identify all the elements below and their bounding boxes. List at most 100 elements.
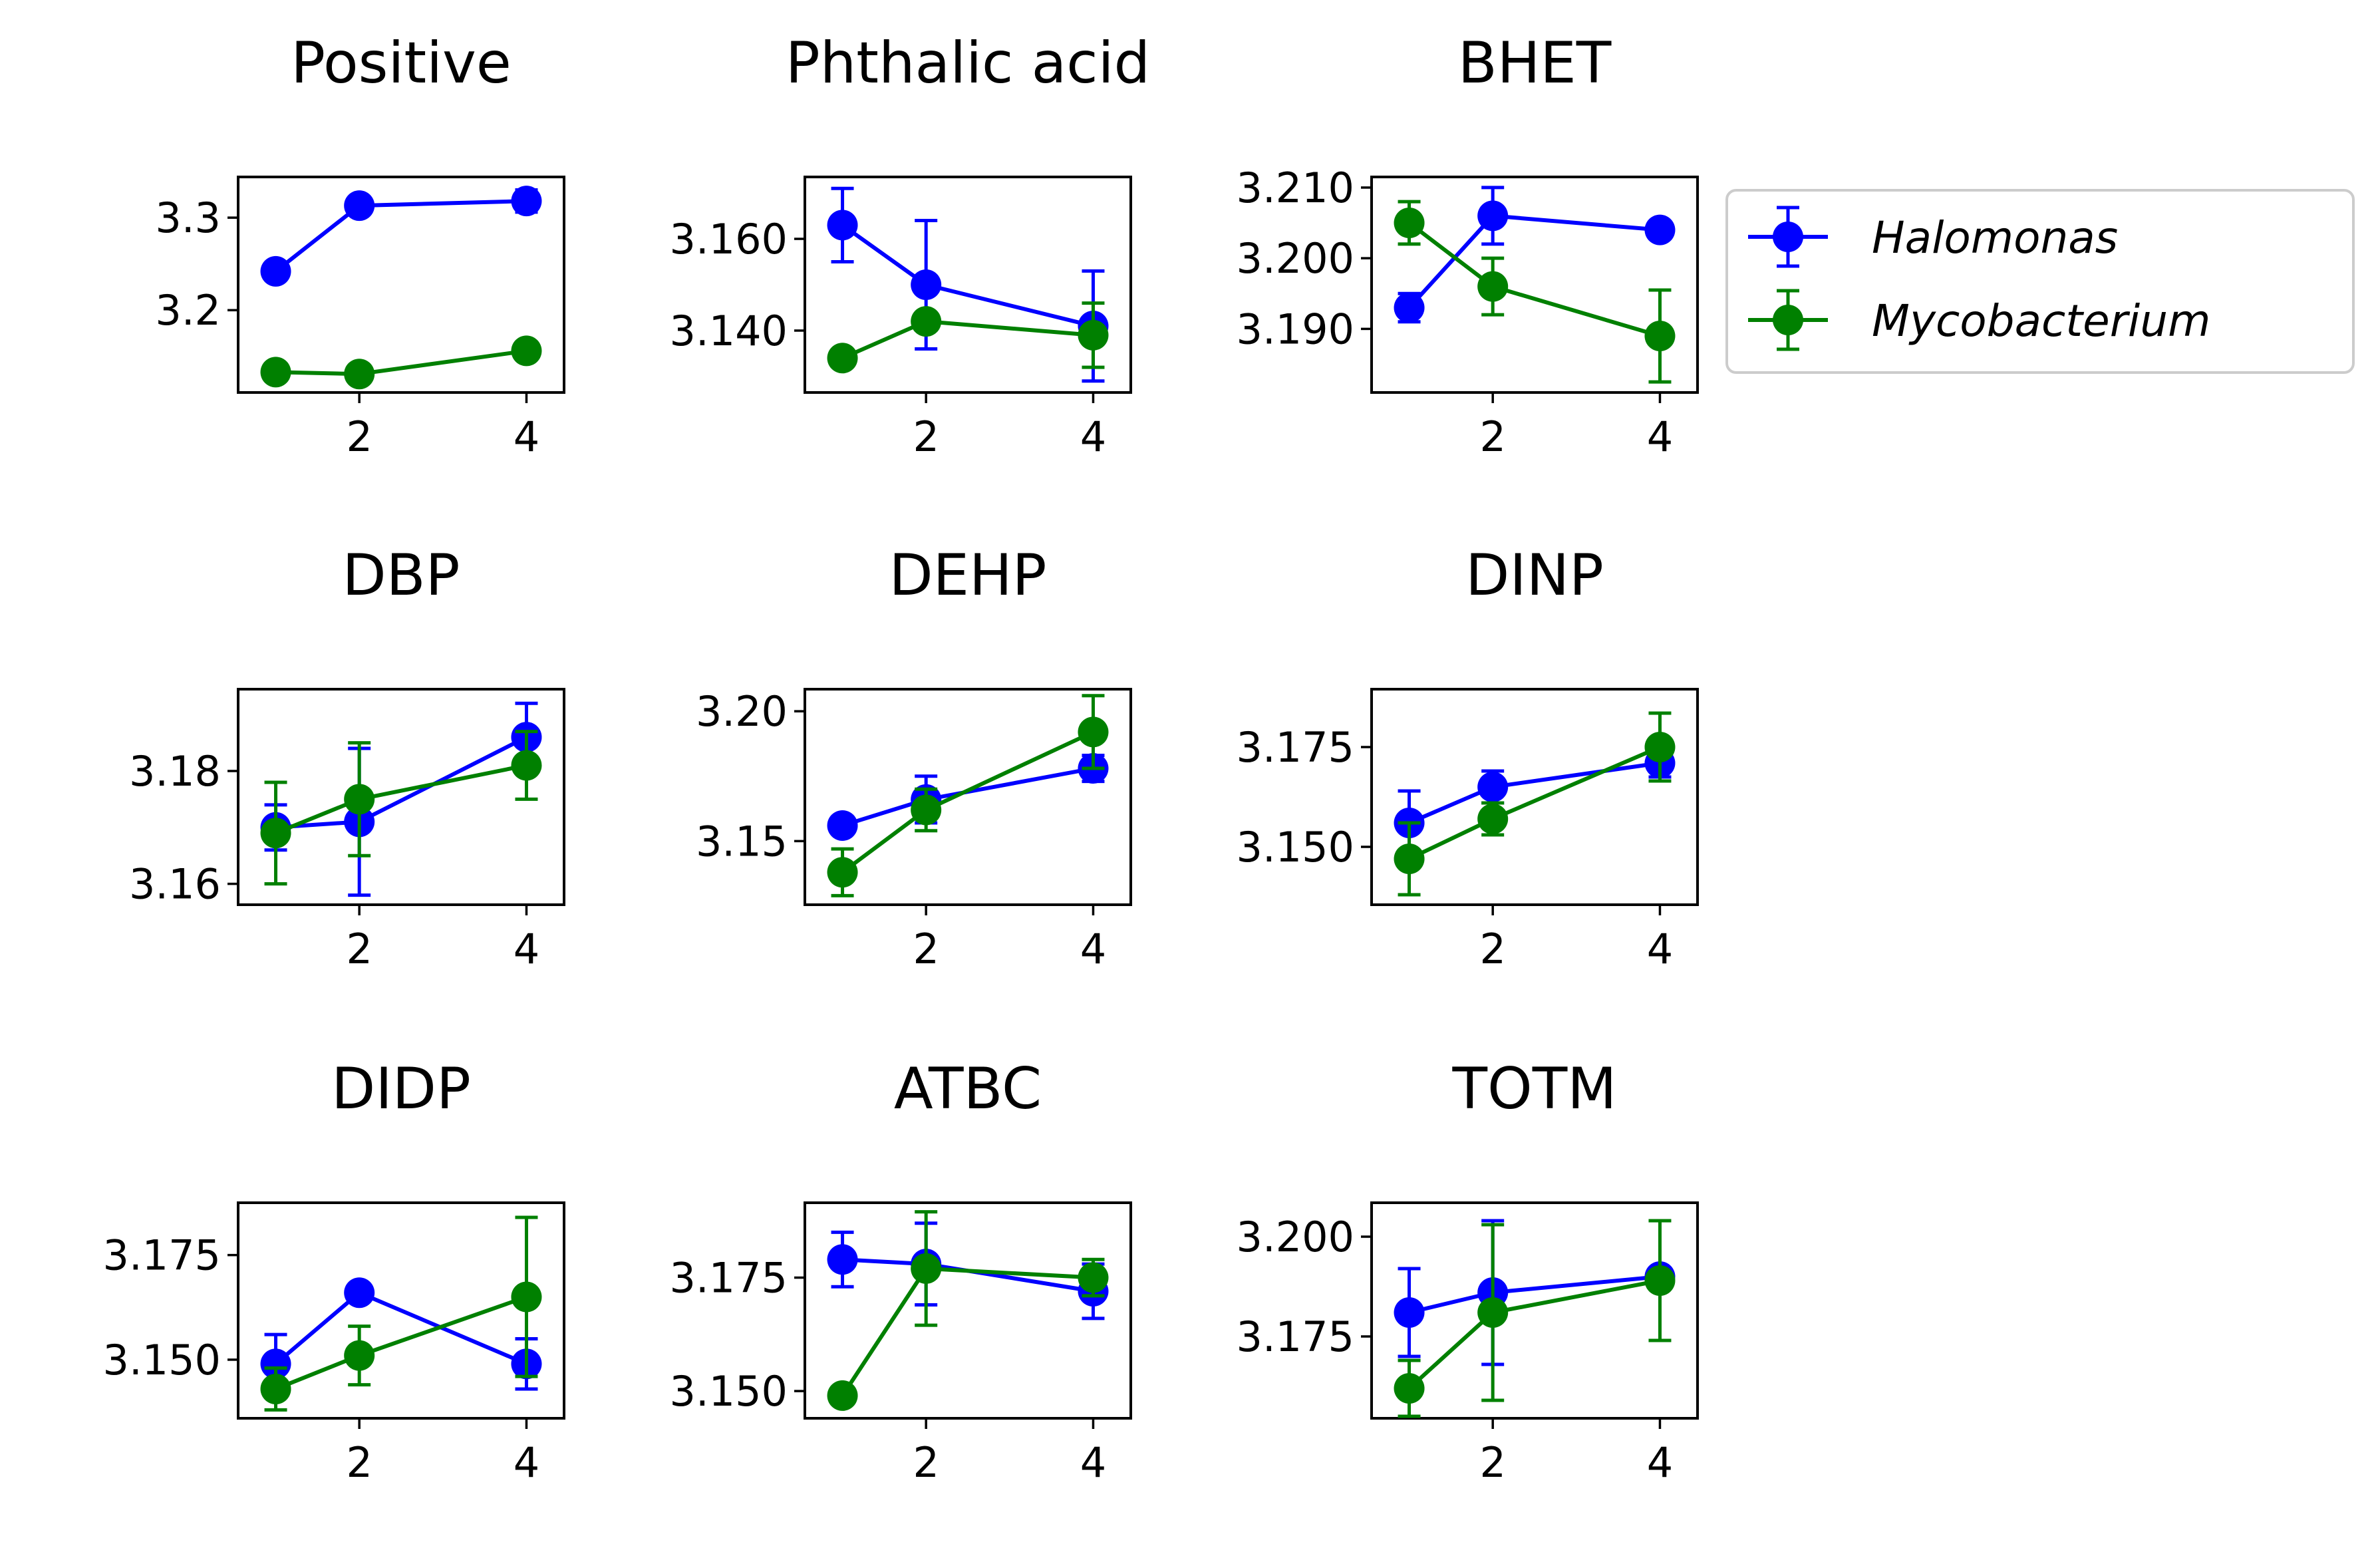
- series-line: [275, 735, 527, 830]
- legend-marker: [1773, 305, 1803, 335]
- series-mycobacterium: [827, 694, 1109, 897]
- x-tick-label: 4: [1647, 925, 1673, 973]
- axes-frame: [237, 688, 565, 906]
- data-point: [911, 1253, 942, 1284]
- data-point: [260, 255, 291, 287]
- series-line: [275, 349, 527, 377]
- x-tick-label: 4: [514, 1438, 539, 1487]
- y-tick-label: 3.150: [103, 1336, 222, 1384]
- legend: Halomonas Mycobacterium: [1725, 189, 2355, 374]
- data-point: [511, 186, 542, 217]
- series-line: [841, 1266, 1094, 1397]
- data-point: [1078, 716, 1109, 748]
- x-tick-label: 4: [1647, 1438, 1673, 1487]
- series-line: [274, 1291, 527, 1366]
- series-line: [1408, 761, 1660, 825]
- y-tick-label: 3.150: [1237, 823, 1355, 871]
- axes-frame: [804, 688, 1132, 906]
- x-tick-label: 4: [514, 925, 539, 973]
- data-point: [1644, 321, 1676, 352]
- data-point: [1394, 208, 1425, 239]
- x-tick-label: 4: [1080, 1438, 1106, 1487]
- y-tick-label: 3.140: [670, 307, 788, 355]
- y-tick-label: 3.200: [1237, 234, 1355, 283]
- data-point: [511, 335, 542, 367]
- data-point: [1644, 732, 1676, 762]
- y-tick-label: 3.3: [155, 194, 221, 242]
- chart-panel-didp: DIDP 3.150 3.175 2 4: [103, 1056, 565, 1487]
- series-line: [1408, 1279, 1661, 1390]
- panel-grid: Positive 3.2 3.3 2 4 Phthalic acid 3.140 3.160 2…: [103, 30, 1699, 1487]
- y-tick-label: 3.160: [670, 215, 788, 263]
- data-point: [1644, 1265, 1676, 1296]
- chart-panel-totm: TOTM 3.175 3.200 2 4: [1237, 1056, 1699, 1487]
- data-point: [827, 1380, 858, 1411]
- axes-frame: [237, 1201, 565, 1420]
- chart-panel-dbp: DBP 3.16 3.18 2 4: [129, 542, 565, 973]
- x-tick-label: 2: [346, 925, 372, 973]
- data-point: [1644, 214, 1676, 245]
- x-tick-label: 2: [1479, 1438, 1505, 1487]
- data-point: [344, 1340, 375, 1371]
- x-tick-label: 2: [346, 412, 372, 461]
- series-line: [1408, 1275, 1660, 1315]
- y-tick-label: 3.190: [1237, 305, 1355, 353]
- data-point: [511, 750, 542, 781]
- series-line: [1408, 745, 1661, 861]
- series-mycobacterium: [260, 335, 542, 390]
- x-tick-label: 2: [913, 412, 939, 461]
- panel-title: ATBC: [894, 1056, 1042, 1122]
- axes-frame: [1370, 688, 1699, 906]
- series-line: [274, 199, 527, 273]
- y-tick-label: 3.18: [129, 747, 221, 796]
- data-point: [1477, 271, 1509, 302]
- data-point: [827, 1244, 858, 1275]
- chart-panel-phthalic-acid: Phthalic acid 3.140 3.160 2 4: [670, 30, 1151, 461]
- y-tick-label: 3.175: [103, 1231, 222, 1280]
- data-point: [911, 306, 942, 337]
- data-point: [827, 343, 858, 374]
- chart-panel-dehp: DEHP 3.15 3.20 2 4: [696, 542, 1132, 973]
- series-mycobacterium: [260, 1215, 542, 1412]
- x-tick-label: 4: [1080, 412, 1106, 461]
- series-halomonas: [1394, 1219, 1676, 1366]
- data-point: [911, 794, 942, 826]
- y-tick-label: 3.16: [129, 860, 221, 909]
- series-halomonas: [260, 1277, 542, 1395]
- data-point: [344, 190, 375, 222]
- series-mycobacterium: [1394, 1219, 1676, 1418]
- data-point: [1394, 1297, 1425, 1328]
- series-mycobacterium: [827, 301, 1109, 374]
- chart-panel-positive: Positive 3.2 3.3 2 4: [155, 30, 565, 461]
- x-tick-label: 2: [1479, 412, 1505, 461]
- chart-panel-dinp: DINP 3.150 3.175 2 4: [1237, 542, 1699, 973]
- x-tick-label: 4: [1080, 925, 1106, 973]
- y-tick-label: 3.210: [1237, 164, 1355, 212]
- series-line: [841, 319, 1094, 361]
- legend-label: Mycobacterium: [1872, 295, 2210, 347]
- series-line: [1408, 214, 1660, 309]
- x-tick-label: 4: [514, 412, 539, 461]
- panel-title: Positive: [291, 30, 512, 96]
- data-point: [1477, 1297, 1509, 1328]
- axes-frame: [237, 176, 565, 394]
- x-tick-label: 2: [346, 1438, 372, 1487]
- x-tick-label: 2: [1479, 925, 1505, 973]
- y-tick-label: 3.2: [155, 286, 221, 335]
- data-point: [344, 359, 375, 390]
- data-point: [827, 810, 858, 841]
- x-tick-label: 2: [913, 1438, 939, 1487]
- series-line: [1408, 221, 1661, 338]
- panel-title: Phthalic acid: [786, 30, 1150, 96]
- y-tick-label: 3.150: [670, 1367, 788, 1416]
- data-point: [911, 269, 942, 300]
- axes-frame: [1370, 1201, 1699, 1420]
- axes-frame: [804, 1201, 1132, 1420]
- legend-marker: [1773, 222, 1803, 252]
- data-point: [260, 357, 291, 388]
- data-point: [260, 818, 291, 849]
- data-point: [1477, 772, 1509, 802]
- data-point: [1477, 200, 1509, 232]
- series-halomonas: [827, 753, 1109, 841]
